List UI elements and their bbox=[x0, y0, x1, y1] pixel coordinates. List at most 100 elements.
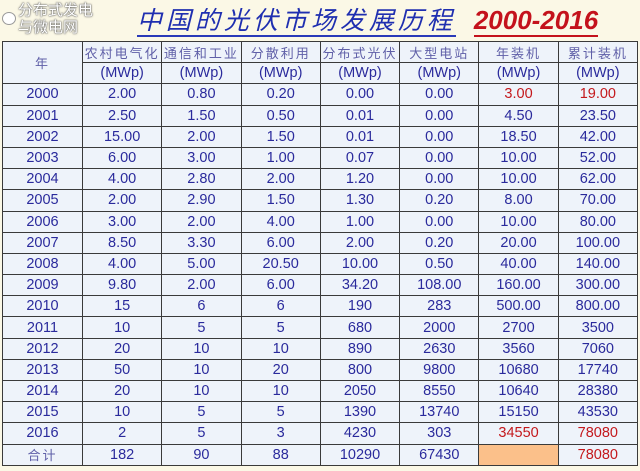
value-cell: 5 bbox=[240, 316, 321, 339]
value-cell: 20 bbox=[81, 379, 163, 403]
value-cell: 0.07 bbox=[319, 146, 401, 170]
value-cell: 19.00 bbox=[557, 83, 639, 106]
value-cell: 5 bbox=[161, 422, 242, 445]
year-cell: 2008 bbox=[2, 252, 83, 276]
value-cell: 10 bbox=[161, 358, 242, 382]
value-cell: 15.00 bbox=[81, 125, 163, 148]
value-cell: 20.00 bbox=[478, 231, 559, 254]
value-cell: 500.00 bbox=[478, 295, 559, 318]
value-cell: 1.50 bbox=[240, 189, 321, 212]
value-cell: 10 bbox=[161, 337, 242, 360]
value-cell: 10.00 bbox=[478, 146, 559, 170]
table-row: 2004 4.00 2.80 2.00 1.20 0.00 10.00 62.00 bbox=[2, 168, 639, 191]
value-cell: 0.50 bbox=[399, 252, 480, 276]
value-cell: 10680 bbox=[478, 358, 559, 382]
value-cell: 43530 bbox=[557, 401, 639, 424]
total-label: 合计 bbox=[2, 443, 83, 466]
unit: (MWp) bbox=[478, 62, 559, 85]
total-cell: 67430 bbox=[399, 443, 480, 466]
value-cell: 2.00 bbox=[81, 189, 163, 212]
value-cell: 2.00 bbox=[81, 83, 163, 106]
header-col: 农村电气化 bbox=[81, 40, 163, 64]
table-row: 2006 3.00 2.00 4.00 1.00 0.00 10.00 80.00 bbox=[2, 210, 639, 233]
table-row: 2009 9.80 2.00 6.00 34.20 108.00 160.00 300.00 bbox=[2, 274, 639, 297]
watermark: 分布式发电与微电网 bbox=[2, 2, 94, 36]
year-cell: 2011 bbox=[2, 316, 83, 339]
value-cell: 20 bbox=[81, 337, 163, 360]
value-cell: 70.00 bbox=[557, 189, 639, 212]
value-cell: 3.30 bbox=[161, 231, 242, 254]
value-cell: 3.00 bbox=[81, 210, 163, 233]
year-cell: 2014 bbox=[2, 379, 83, 403]
year-cell: 2007 bbox=[2, 231, 83, 254]
value-cell: 23.50 bbox=[557, 104, 639, 127]
year-cell: 2004 bbox=[2, 168, 83, 191]
table-row: 2000 2.00 0.80 0.20 0.00 0.00 3.00 19.00 bbox=[2, 83, 639, 106]
value-cell: 10640 bbox=[478, 379, 559, 403]
value-cell: 890 bbox=[319, 337, 401, 360]
table-row: 2013 50 10 20 800 9800 10680 17740 bbox=[2, 358, 639, 382]
value-cell: 8550 bbox=[399, 379, 480, 403]
value-cell: 10 bbox=[240, 379, 321, 403]
value-cell: 2000 bbox=[399, 316, 480, 339]
value-cell: 34550 bbox=[478, 422, 559, 445]
value-cell: 52.00 bbox=[557, 146, 639, 170]
total-cell: 10290 bbox=[319, 443, 401, 466]
value-cell: 6 bbox=[240, 295, 321, 318]
value-cell: 0.20 bbox=[240, 83, 321, 106]
unit: (MWp) bbox=[240, 62, 321, 85]
value-cell: 140.00 bbox=[557, 252, 639, 276]
value-cell: 10 bbox=[240, 337, 321, 360]
value-cell: 10 bbox=[161, 379, 242, 403]
value-cell: 160.00 bbox=[478, 274, 559, 297]
value-cell: 0.00 bbox=[399, 146, 480, 170]
value-cell: 10 bbox=[81, 401, 163, 424]
value-cell: 0.00 bbox=[319, 83, 401, 106]
value-cell: 4.00 bbox=[240, 210, 321, 233]
value-cell: 3 bbox=[240, 422, 321, 445]
value-cell: 15150 bbox=[478, 401, 559, 424]
value-cell: 4230 bbox=[319, 422, 401, 445]
table-row: 2001 2.50 1.50 0.50 0.01 0.00 4.50 23.50 bbox=[2, 104, 639, 127]
value-cell: 1.50 bbox=[240, 125, 321, 148]
table-row: 2007 8.50 3.30 6.00 2.00 0.20 20.00 100.00 bbox=[2, 231, 639, 254]
header-col: 分布式光伏 bbox=[319, 40, 401, 64]
value-cell: 34.20 bbox=[319, 274, 401, 297]
value-cell: 62.00 bbox=[557, 168, 639, 191]
year-cell: 2013 bbox=[2, 358, 83, 382]
value-cell: 2630 bbox=[399, 337, 480, 360]
total-row: 合计 182 90 88 10290 67430 78080 bbox=[2, 443, 639, 466]
value-cell: 9.80 bbox=[81, 274, 163, 297]
value-cell: 0.00 bbox=[399, 168, 480, 191]
value-cell: 8.50 bbox=[81, 231, 163, 254]
value-cell: 17740 bbox=[557, 358, 639, 382]
header-col: 年装机 bbox=[478, 40, 559, 64]
value-cell: 0.00 bbox=[399, 83, 480, 106]
value-cell: 1.20 bbox=[319, 168, 401, 191]
value-cell: 80.00 bbox=[557, 210, 639, 233]
header-year: 年 bbox=[2, 40, 83, 85]
value-cell: 20.50 bbox=[240, 252, 321, 276]
header-col: 通信和工业 bbox=[161, 40, 242, 64]
value-cell: 283 bbox=[399, 295, 480, 318]
table-row: 2002 15.00 2.00 1.50 0.01 0.00 18.50 42.00 bbox=[2, 125, 639, 148]
value-cell: 2.00 bbox=[161, 125, 242, 148]
value-cell: 0.20 bbox=[399, 231, 480, 254]
year-cell: 2003 bbox=[2, 146, 83, 170]
value-cell: 7060 bbox=[557, 337, 639, 360]
total-cell: 182 bbox=[81, 443, 163, 466]
table-row: 2010 15 6 6 190 283 500.00 800.00 bbox=[2, 295, 639, 318]
value-cell: 6.00 bbox=[240, 231, 321, 254]
value-cell: 1.50 bbox=[161, 104, 242, 127]
value-cell: 0.01 bbox=[319, 125, 401, 148]
value-cell: 10.00 bbox=[319, 252, 401, 276]
table-row: 2012 20 10 10 890 2630 3560 7060 bbox=[2, 337, 639, 360]
unit: (MWp) bbox=[161, 62, 242, 85]
header-col: 大型电站 bbox=[399, 40, 480, 64]
year-cell: 2012 bbox=[2, 337, 83, 360]
table-row: 2016 2 5 3 4230 303 34550 78080 bbox=[2, 422, 639, 445]
value-cell: 6 bbox=[161, 295, 242, 318]
value-cell: 800 bbox=[319, 358, 401, 382]
value-cell: 13740 bbox=[399, 401, 480, 424]
value-cell: 303 bbox=[399, 422, 480, 445]
